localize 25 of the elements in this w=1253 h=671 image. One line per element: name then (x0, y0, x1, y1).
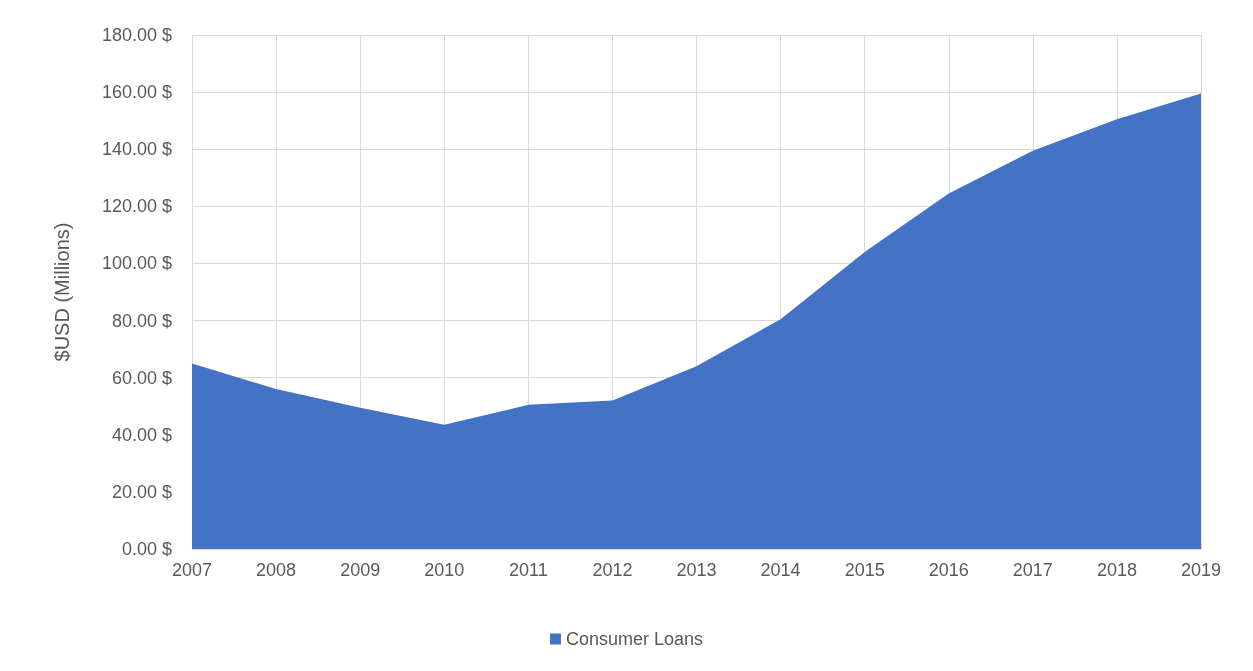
x-tick-label: 2007 (171, 560, 213, 580)
x-tick-label: 2010 (424, 560, 465, 580)
x-tick-label: 2013 (676, 560, 717, 580)
x-tick-label: 2008 (256, 560, 297, 580)
y-tick-label: 100.00 $ (101, 253, 172, 274)
x-tick-label: 2018 (1096, 560, 1137, 580)
x-tick-label: 2019 (1180, 560, 1222, 580)
y-tick-label: 20.00 $ (111, 481, 172, 502)
x-tick-label: 2015 (844, 560, 885, 580)
x-tick-label: 2009 (340, 560, 381, 580)
y-tick-label: 80.00 $ (111, 310, 172, 331)
y-axis-title: $USD (Millions) (51, 222, 73, 362)
y-tick-label: 160.00 $ (101, 82, 172, 103)
y-tick-label: 60.00 $ (111, 367, 172, 388)
legend-label: Consumer Loans (565, 629, 704, 649)
x-tick-label: 2011 (508, 560, 548, 580)
x-tick-label: 2014 (760, 560, 801, 580)
y-tick-label: 40.00 $ (111, 424, 172, 445)
y-tick-label: 140.00 $ (101, 139, 172, 160)
y-tick-label: 180.00 $ (101, 25, 172, 45)
x-tick-label: 2016 (928, 560, 969, 580)
x-tick-label: 2017 (1012, 560, 1053, 580)
x-tick-label: 2012 (592, 560, 633, 580)
y-tick-label: 120.00 $ (101, 196, 172, 217)
y-tick-label: 0.00 $ (121, 539, 172, 559)
